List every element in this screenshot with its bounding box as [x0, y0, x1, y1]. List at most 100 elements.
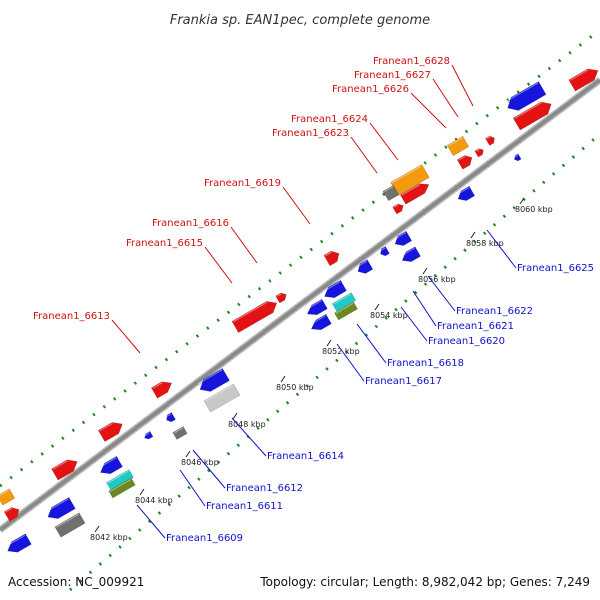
gene-shape: [382, 184, 400, 202]
gene-shape: [331, 292, 357, 312]
gene-shape: [514, 153, 522, 162]
gene-feature-40: [512, 101, 552, 131]
leader-line: [432, 78, 459, 118]
gene-feature-2: [3, 507, 20, 522]
gene-highlight: [0, 489, 10, 497]
gene-shape: [507, 81, 547, 111]
gene-shape: [334, 301, 358, 321]
tick-label-6: 8052 kbp: [322, 347, 360, 356]
gene-label-forward-7: Franean1_6626: [332, 84, 409, 95]
leader-line: [204, 246, 233, 284]
gene-feature-31: [399, 183, 430, 205]
gene-feature-10: [97, 422, 123, 443]
backbone-line: [0, 78, 600, 532]
gene-shape: [7, 533, 32, 553]
genome-backbone: [0, 77, 600, 533]
gene-highlight: [152, 382, 163, 389]
gene-highlight: [45, 498, 69, 513]
leader-line: [410, 92, 447, 129]
gene-feature-9: [108, 477, 136, 499]
gene-highlight: [325, 251, 333, 257]
tick-mark: [185, 450, 191, 458]
gene-shape: [310, 313, 332, 331]
gene-highlight: [456, 187, 470, 196]
leader-line: [400, 306, 428, 342]
gene-highlight: [486, 136, 491, 140]
gene-label-reverse-7: Franean1_6620: [428, 336, 505, 347]
gene-feature-30: [382, 184, 400, 202]
leader-line: [230, 226, 258, 264]
leader-line: [179, 469, 206, 507]
tick-mark: [232, 412, 238, 420]
gene-highlight: [55, 513, 80, 528]
gene-feature-21: [331, 292, 357, 312]
gene-highlight: [52, 460, 68, 470]
gene-label-forward-5: Franean1_6623: [272, 128, 349, 139]
gene-label-reverse-2: Franean1_6611: [206, 501, 283, 512]
gene-labels: Franean1_6613 Franean1_6615 Franean1_6616 F…: [33, 56, 594, 544]
leader-line: [111, 319, 141, 354]
gene-label-forward-3: Franean1_6616: [152, 218, 229, 229]
gene-highlight: [513, 154, 519, 158]
gene-feature-20: [322, 279, 347, 299]
gene-feature-6: [51, 459, 78, 481]
gene-shape: [568, 68, 599, 92]
gene-highlight: [458, 155, 466, 161]
leader-line: [451, 64, 474, 107]
gene-shape: [203, 383, 241, 413]
gene-feature-19: [323, 250, 340, 267]
gene-feature-24: [309, 313, 332, 331]
scale-ticks: 8042 kbp 8044 kbp 8046 kbp 8048 kbp 8050 kbp…: [90, 197, 553, 542]
gene-feature-1: [0, 488, 16, 506]
leader-line: [136, 504, 166, 539]
gene-highlight: [401, 184, 421, 196]
gene-feature-12: [165, 412, 176, 423]
gene-shape: [323, 250, 340, 267]
tick-mark: [139, 488, 145, 496]
gene-label-forward-8: Franean1_6627: [354, 70, 431, 81]
gene-shape: [456, 155, 473, 170]
gene-shape: [394, 230, 413, 246]
gene-feature-27: [393, 230, 413, 246]
leader-line: [231, 417, 267, 457]
leader-line: [369, 122, 399, 161]
gene-shape: [275, 292, 287, 304]
tick-label-2: 8044 kbp: [135, 496, 173, 505]
gene-feature-18: [275, 292, 287, 304]
gene-shape: [54, 512, 86, 538]
gene-highlight: [309, 315, 326, 326]
genome-summary-text: Topology: circular; Length: 8,982,042 bp…: [259, 575, 590, 589]
gene-shape: [357, 259, 374, 274]
gene-feature-23: [305, 298, 328, 316]
gene-shape: [144, 430, 154, 440]
gene-highlight: [5, 507, 13, 513]
gene-feature-33: [456, 185, 476, 201]
gene-label-forward-2: Franean1_6615: [126, 238, 203, 249]
gene-highlight: [335, 302, 354, 314]
gene-label-reverse-10: Franean1_6625: [517, 263, 594, 274]
leader-line: [192, 449, 226, 489]
gene-feature-25: [356, 259, 374, 274]
gene-feature-15: [197, 368, 230, 392]
gene-highlight: [514, 102, 542, 119]
gene-highlight: [333, 293, 352, 305]
gene-shape: [324, 279, 347, 299]
gene-label-reverse-4: Franean1_6614: [267, 451, 344, 462]
tick-mark: [422, 267, 428, 275]
gene-label-reverse-5: Franean1_6617: [365, 376, 442, 387]
gene-label-reverse-9: Franean1_6622: [456, 306, 533, 317]
tick-label-8: 8056 kbp: [418, 275, 456, 284]
gene-label-reverse-3: Franean1_6612: [226, 483, 303, 494]
gene-shape: [231, 301, 278, 334]
gene-highlight: [322, 281, 341, 293]
gene-feature-22: [334, 301, 358, 321]
tick-mark: [519, 197, 525, 205]
gene-label-forward-1: Franean1_6613: [33, 311, 110, 322]
gene-feature-39: [504, 81, 547, 111]
gene-highlight: [305, 300, 322, 311]
gene-highlight: [569, 69, 589, 81]
tick-label-9: 8058 kbp: [466, 239, 504, 248]
gene-highlight: [475, 148, 480, 152]
gene-feature-37: [485, 135, 495, 146]
